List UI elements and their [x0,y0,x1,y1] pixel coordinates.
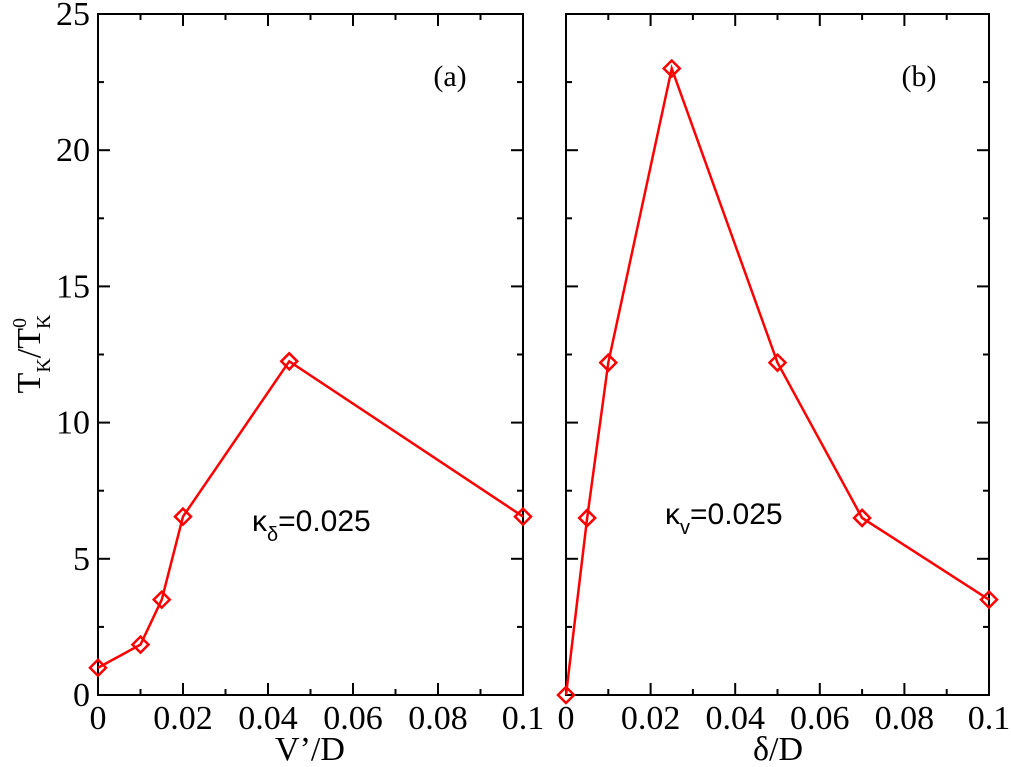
panel-a-annotation-symbol: κ [252,505,268,538]
panel-a-xlabel: V’/D [275,731,345,767]
series-line [97,359,524,669]
y-axis-title-sep: /T [11,328,48,358]
x-tick-label: 0.04 [238,700,298,737]
y-axis-title-sub: K [33,358,55,373]
panel-a-ticks [97,13,524,696]
data-point-marker [130,634,151,655]
x-tick-label: 0 [90,700,107,737]
x-tick-label: 0.06 [323,700,383,737]
panel-a-label: (a) [433,60,466,93]
panel-b-annotation-symbol: κ [665,498,681,531]
panel-b-series [556,58,999,705]
series-line [564,63,990,696]
y-tick-label: 25 [56,0,90,33]
panel-b-annotation: κv=0.025 [665,498,783,539]
data-point-marker [88,657,108,678]
y-tick-label: 0 [73,677,90,714]
data-point-marker [173,506,193,527]
data-point-marker [577,508,597,528]
panel-b-annotation-sub: v [680,517,690,539]
y-axis-title-main: T [11,372,48,393]
data-point-marker [598,352,619,373]
y-tick-label: 20 [56,132,90,169]
panel-a-annotation-sub: δ [267,524,278,546]
x-tick-label: 0.08 [408,700,468,737]
panel-a-annotation: κδ=0.025 [252,505,371,546]
panel-b-xlabel: δ/D [753,731,803,767]
y-tick-label: 15 [56,268,90,305]
x-tick-label: 0.08 [875,700,935,737]
data-point-marker [661,58,682,79]
data-point-marker [767,352,788,373]
data-point-marker [852,508,872,528]
panel-a-series [88,351,533,678]
panel-a: 0 0.02 0.04 0.06 0.08 0.1 0 5 10 15 20 25 (a) κδ=0.… [9,0,544,767]
panel-b-ticks [565,13,990,696]
y-tick-label: 10 [56,405,90,442]
panel-b-label: (b) [902,60,937,93]
panel-b-annotation-text: =0.025 [690,498,783,531]
panel-a-tick-labels: 0 0.02 0.04 0.06 0.08 0.1 0 5 10 15 20 25 [56,0,544,737]
x-tick-label: 0.1 [968,700,1011,737]
x-tick-label: 0.1 [502,700,545,737]
panel-b: 0 0.02 0.04 0.06 0.08 0.1 (b) κv=0.025 δ/D [556,13,1011,767]
y-axis-title: TK/T0 K [9,314,55,393]
data-point-marker [151,589,172,610]
data-point-marker [979,589,999,610]
y-tick-label: 5 [73,541,90,578]
x-tick-label: 0.04 [705,700,765,737]
data-point-marker [513,506,533,527]
x-tick-label: 0 [558,700,575,737]
panel-a-annotation-text: =0.025 [278,505,371,538]
x-tick-label: 0.06 [790,700,850,737]
data-point-marker [279,351,300,372]
panel-b-tick-labels: 0 0.02 0.04 0.06 0.08 0.1 [558,700,1011,737]
y-axis-title-sup: 0 [9,318,31,328]
data-point-marker [556,685,576,705]
x-tick-label: 0.02 [621,700,681,737]
x-tick-label: 0.02 [153,700,213,737]
y-axis-title-sub2: K [33,314,55,329]
